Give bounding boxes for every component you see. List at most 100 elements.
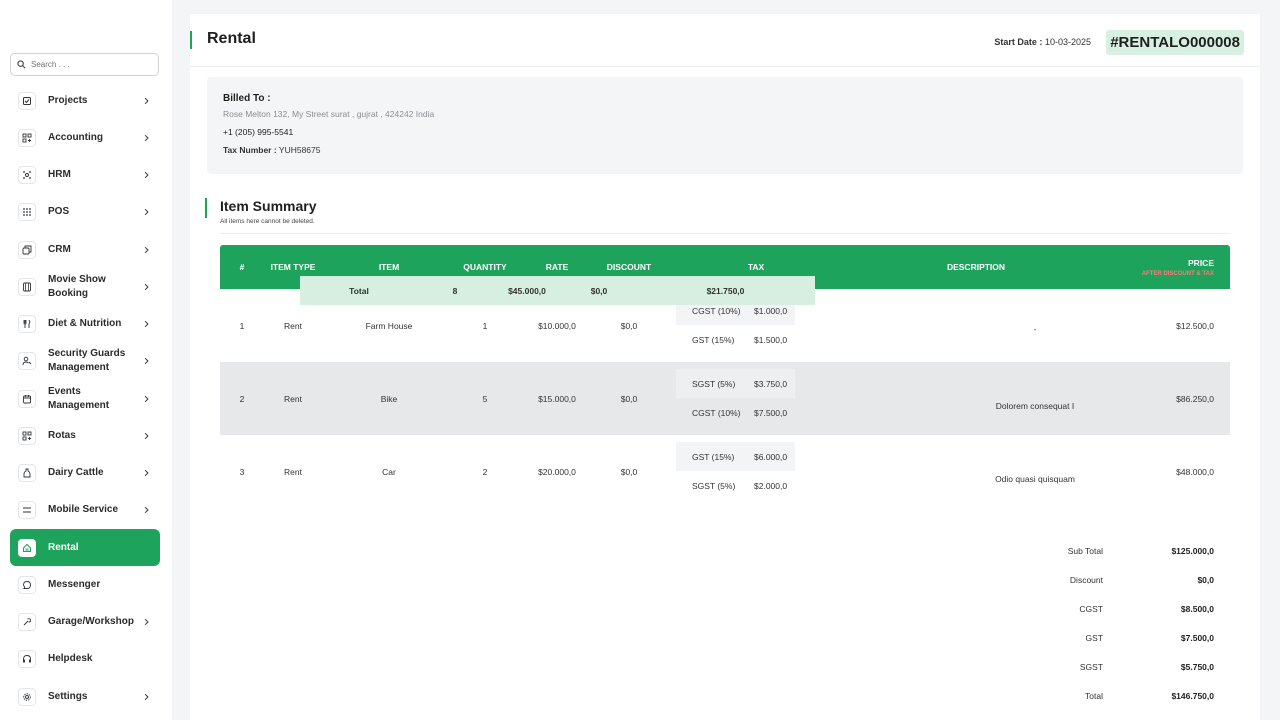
sidebar-item-messenger[interactable]: Messenger xyxy=(10,566,160,603)
tax-name: GST (15%) xyxy=(692,334,735,345)
wrench-icon xyxy=(18,613,36,632)
total-quantity: 8 xyxy=(452,285,458,296)
tax-amount: $6.000,0 xyxy=(754,451,788,462)
table-row: 2 Rent Bike 5 $15.000,0 $0,0 SGST (5%) $3.750,0… xyxy=(220,362,1230,435)
sidebar-item-label: CRM xyxy=(48,243,71,255)
col-rate: RATE xyxy=(545,262,569,272)
sidebar-item-pos[interactable]: POS xyxy=(10,194,160,231)
chevron-right-icon xyxy=(144,209,149,216)
cell-item-type: Rent xyxy=(284,466,302,477)
summary-value: $8.500,0 xyxy=(1180,603,1214,614)
total-label: Total xyxy=(349,285,369,296)
tax-line: CGST (10%) $7.500,0 xyxy=(676,398,795,427)
sidebar-item-mobile-service[interactable]: Mobile Service xyxy=(10,492,160,529)
tax-name: GST (15%) xyxy=(692,451,735,462)
summary-line-sgst: SGST $5.750,0 xyxy=(220,652,1230,681)
summary-label: Sub Total xyxy=(1067,545,1103,556)
summary-value: $0,0 xyxy=(1197,574,1214,585)
sidebar-item-security-guards-management[interactable]: Security Guards Management xyxy=(10,343,160,380)
sidebar-item-label: Events Management xyxy=(48,385,110,411)
sidebar-item-events-management[interactable]: Events Management xyxy=(10,380,160,417)
cell-description: - xyxy=(1033,323,1037,334)
summary-label: Discount xyxy=(1069,574,1103,585)
sidebar: Projects Accounting HRM POS CRM Movie Show Bo… xyxy=(0,0,172,720)
billed-phone: +1 (205) 995-5541 xyxy=(223,127,294,137)
tax-amount: $7.500,0 xyxy=(754,407,788,418)
chevron-right-icon xyxy=(144,358,149,365)
sidebar-item-projects[interactable]: Projects xyxy=(10,82,160,119)
start-date: Start Date : 10-03-2025 xyxy=(994,37,1091,47)
summary-accent-bar xyxy=(205,198,207,218)
cell-description: Odio quasi quisquam xyxy=(995,473,1075,484)
gear-icon xyxy=(18,687,36,706)
cell-quantity: 1 xyxy=(482,320,488,331)
cell-price: $48.000,0 xyxy=(1176,466,1214,477)
tax-line: SGST (5%) $3.750,0 xyxy=(676,369,796,398)
summary-line-cgst: CGST $8.500,0 xyxy=(220,594,1230,623)
sidebar-item-label: Rotas xyxy=(48,429,76,441)
chevron-right-icon xyxy=(144,432,149,440)
film-icon xyxy=(18,277,36,296)
layers-icon xyxy=(18,240,36,259)
search-box[interactable] xyxy=(10,53,159,76)
summary-line-total: Total $146.750,0 xyxy=(220,681,1230,710)
total-tax: $21.750,0 xyxy=(706,285,745,296)
summary-line-discount: Discount $0,0 xyxy=(220,565,1230,594)
sidebar-item-dairy-cattle[interactable]: Dairy Cattle xyxy=(10,455,160,492)
sidebar-item-helpdesk[interactable]: Helpdesk xyxy=(10,641,160,678)
summary-label: CGST xyxy=(1079,603,1103,614)
sidebar-item-label: Settings xyxy=(48,690,88,702)
sidebar-item-accounting[interactable]: Accounting xyxy=(10,119,160,156)
cell-num: 1 xyxy=(239,320,245,331)
summary-value: $146.750,0 xyxy=(1171,690,1214,701)
page-title: Rental xyxy=(207,30,256,47)
tax-number-label: Tax Number : xyxy=(223,145,277,155)
table-row: 3 Rent Car 2 $20.000,0 $0,0 GST (15%) $6.000,0 S… xyxy=(220,435,1230,508)
sidebar-item-label: Security Guards Management xyxy=(48,348,126,374)
summary-value: $7.500,0 xyxy=(1180,632,1214,643)
grid-icon xyxy=(18,128,36,147)
sidebar-item-hrm[interactable]: HRM xyxy=(10,157,160,194)
chevron-right-icon xyxy=(144,171,149,179)
chevron-right-icon xyxy=(144,97,149,104)
tax-line: SGST (5%) $2.000,0 xyxy=(676,471,795,500)
search-icon xyxy=(17,60,26,69)
item-summary-subtitle: All items here cannot be deleted. xyxy=(220,218,315,225)
sidebar-item-garage-workshop[interactable]: Garage/Workshop xyxy=(10,604,160,641)
sidebar-item-label: Messenger xyxy=(48,578,101,590)
tax-name: SGST (5%) xyxy=(692,378,736,389)
chevron-right-icon xyxy=(144,395,149,402)
sidebar-nav: Projects Accounting HRM POS CRM Movie Show Bo… xyxy=(10,82,160,715)
sidebar-item-crm[interactable]: CRM xyxy=(10,231,160,268)
summary-value: $125.000,0 xyxy=(1171,545,1214,556)
sidebar-item-label: Dairy Cattle xyxy=(48,467,104,479)
cell-discount: $0,0 xyxy=(620,393,638,404)
start-date-label: Start Date : xyxy=(994,37,1043,47)
cell-item: Bike xyxy=(380,393,398,404)
sidebar-item-rental[interactable]: Rental xyxy=(10,529,160,567)
tax-name: SGST (5%) xyxy=(692,480,736,491)
sidebar-item-rotas[interactable]: Rotas xyxy=(10,417,160,454)
chevron-right-icon xyxy=(144,246,149,253)
col-num: # xyxy=(239,262,245,272)
cell-price: $12.500,0 xyxy=(1176,320,1214,331)
table-body: 1 Rent Farm House 1 $10.000,0 $0,0 CGST (10%) $… xyxy=(220,289,1230,508)
chevron-right-icon xyxy=(144,469,149,477)
sidebar-item-movie-show-booking[interactable]: Movie Show Booking xyxy=(10,268,160,305)
sidebar-item-label: HRM xyxy=(48,169,71,181)
col-price-note: AFTER DISCOUNT & TAX xyxy=(1141,270,1214,277)
tax-amount: $2.000,0 xyxy=(754,480,788,491)
sidebar-item-label: Diet & Nutrition xyxy=(48,318,122,330)
summary-line-sub-total: Sub Total $125.000,0 xyxy=(220,536,1230,565)
col-item-type: ITEM TYPE xyxy=(270,262,316,272)
sidebar-item-settings[interactable]: Settings xyxy=(10,678,160,715)
checkbox-icon xyxy=(18,91,36,110)
sidebar-item-diet-nutrition[interactable]: Diet & Nutrition xyxy=(10,306,160,343)
billed-to-title: Billed To : xyxy=(223,93,271,104)
tax-number-value: YUH58675 xyxy=(278,145,321,155)
search-input[interactable] xyxy=(31,60,151,69)
users-icon xyxy=(18,166,36,185)
grid-icon xyxy=(18,426,36,445)
utensils-icon xyxy=(18,315,36,334)
tax-name: CGST (10%) xyxy=(692,407,741,418)
